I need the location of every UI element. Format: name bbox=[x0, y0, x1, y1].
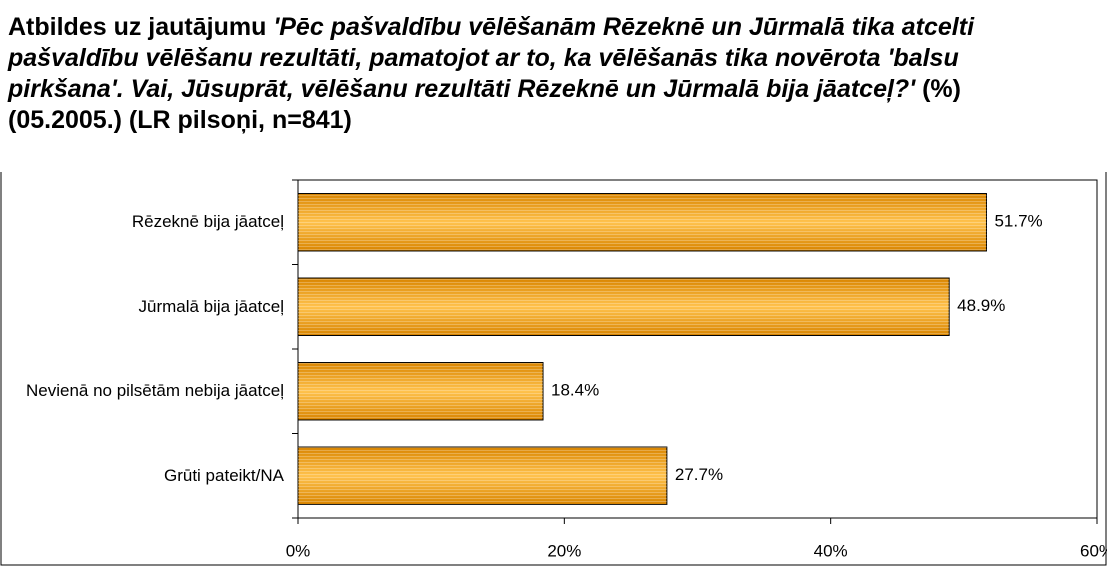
bar-texture bbox=[298, 193, 987, 251]
chart-title: Atbildes uz jautājumu 'Pēc pašvaldību vē… bbox=[8, 12, 1008, 136]
y-tick-label: Jūrmalā bija jāatceļ bbox=[138, 296, 284, 316]
x-tick-label: 0% bbox=[286, 541, 311, 560]
x-tick-label: 60% bbox=[1080, 541, 1107, 560]
chart-frame bbox=[0, 172, 1107, 566]
bar-texture bbox=[298, 278, 950, 336]
value-label: 48.9% bbox=[957, 296, 1005, 315]
y-tick-label: Grūti pateikt/NA bbox=[164, 465, 284, 485]
value-label: 27.7% bbox=[675, 465, 723, 484]
y-tick-label: Nevienā no pilsētām nebija jāatceļ bbox=[26, 381, 284, 401]
value-label: 18.4% bbox=[551, 381, 599, 400]
title-question: 'Pēc pašvaldību vēlēšanām Rēzeknē un Jūr… bbox=[8, 13, 975, 103]
x-tick-label: 40% bbox=[814, 541, 848, 560]
bar-texture bbox=[298, 362, 544, 420]
title-part: Atbildes uz jautājumu bbox=[8, 13, 267, 41]
y-tick-label: Rēzeknē bija jāatceļ bbox=[131, 212, 284, 232]
bar-texture bbox=[298, 447, 667, 505]
value-label: 51.7% bbox=[994, 212, 1042, 231]
title-part: (%) (05.2005.) (LR pilsoņi, n=841) bbox=[8, 75, 961, 134]
x-tick-label: 20% bbox=[547, 541, 581, 560]
